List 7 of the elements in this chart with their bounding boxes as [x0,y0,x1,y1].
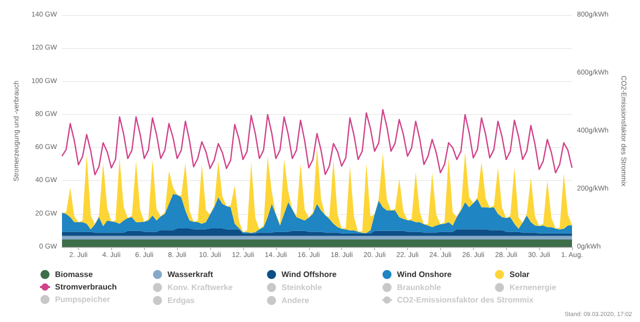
legend-label: Wind Onshore [397,270,452,279]
legend-label: Biomasse [55,270,94,279]
legend-label: Wasserkraft [168,270,214,279]
legend-label: Stromverbrauch [55,282,117,292]
legend-label: Wind Offshore [282,270,338,279]
legend-label: Solar [510,270,530,279]
line-series [61,108,573,176]
